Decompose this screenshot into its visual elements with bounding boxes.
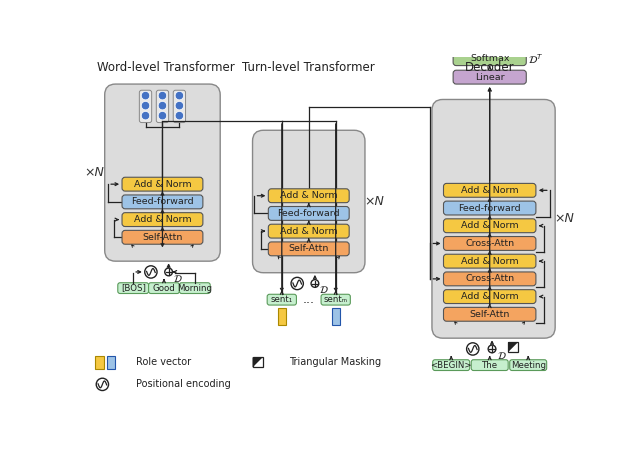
Text: Linear: Linear <box>475 73 504 82</box>
Text: Positional encoding: Positional encoding <box>136 379 230 389</box>
Text: Self-Attn: Self-Attn <box>289 244 329 253</box>
Text: Feed-forward: Feed-forward <box>458 204 521 213</box>
Text: sentₘ: sentₘ <box>324 295 348 304</box>
Text: Decoder: Decoder <box>465 61 515 74</box>
Bar <box>332 308 340 325</box>
Text: Softmax: Softmax <box>470 54 509 63</box>
FancyBboxPatch shape <box>444 272 536 286</box>
Bar <box>107 356 115 369</box>
Text: <BEGIN>: <BEGIN> <box>431 361 472 370</box>
Circle shape <box>175 91 184 100</box>
Circle shape <box>291 278 303 290</box>
Text: Cross-Attn: Cross-Attn <box>465 239 515 248</box>
FancyBboxPatch shape <box>156 90 168 123</box>
FancyBboxPatch shape <box>140 90 152 123</box>
FancyBboxPatch shape <box>253 130 365 273</box>
Text: sent₁: sent₁ <box>271 295 293 304</box>
Text: $\mathcal{D}$: $\mathcal{D}$ <box>173 273 182 284</box>
FancyBboxPatch shape <box>444 307 536 321</box>
Text: Add & Norm: Add & Norm <box>280 191 337 200</box>
Polygon shape <box>253 357 262 367</box>
Bar <box>508 342 518 352</box>
Text: Add & Norm: Add & Norm <box>461 221 518 230</box>
Text: ...: ... <box>303 293 315 306</box>
Circle shape <box>141 111 150 120</box>
Circle shape <box>488 345 496 353</box>
Circle shape <box>141 91 150 100</box>
Text: Morning: Morning <box>177 284 212 293</box>
Text: Add & Norm: Add & Norm <box>134 215 191 224</box>
Text: Add & Norm: Add & Norm <box>461 257 518 266</box>
FancyBboxPatch shape <box>444 201 536 215</box>
Bar <box>95 356 104 369</box>
Text: Turn-level Transformer: Turn-level Transformer <box>243 61 375 74</box>
Text: Role vector: Role vector <box>136 357 191 367</box>
Text: $\mathcal{D}$: $\mathcal{D}$ <box>319 284 329 295</box>
FancyBboxPatch shape <box>267 294 296 305</box>
FancyBboxPatch shape <box>268 242 349 256</box>
Text: ×N: ×N <box>84 166 104 179</box>
Text: Self-Attn: Self-Attn <box>142 233 182 242</box>
Text: The: The <box>482 361 498 370</box>
Polygon shape <box>508 342 518 352</box>
Text: ×N: ×N <box>364 195 384 208</box>
Circle shape <box>145 266 157 278</box>
FancyBboxPatch shape <box>444 254 536 268</box>
FancyBboxPatch shape <box>433 360 470 370</box>
FancyBboxPatch shape <box>444 219 536 233</box>
Circle shape <box>175 101 184 110</box>
Circle shape <box>467 343 479 355</box>
FancyBboxPatch shape <box>471 360 508 370</box>
FancyBboxPatch shape <box>444 290 536 304</box>
FancyBboxPatch shape <box>268 224 349 238</box>
Text: Self-Attn: Self-Attn <box>470 310 510 319</box>
Text: Feed-forward: Feed-forward <box>277 209 340 218</box>
Text: [BOS]: [BOS] <box>121 284 146 293</box>
Circle shape <box>158 101 166 110</box>
Circle shape <box>96 378 109 390</box>
Text: $\mathcal{D}^T$: $\mathcal{D}^T$ <box>528 52 543 66</box>
Text: Feed-forward: Feed-forward <box>131 198 194 207</box>
Circle shape <box>311 280 319 288</box>
FancyBboxPatch shape <box>179 283 210 294</box>
FancyBboxPatch shape <box>118 283 148 294</box>
Text: Word-level Transformer: Word-level Transformer <box>97 61 235 74</box>
Bar <box>253 357 262 367</box>
Text: Meeting: Meeting <box>511 361 546 370</box>
FancyBboxPatch shape <box>122 230 203 244</box>
FancyBboxPatch shape <box>321 294 350 305</box>
Text: Add & Norm: Add & Norm <box>134 179 191 188</box>
FancyBboxPatch shape <box>453 70 526 84</box>
Text: $\mathcal{D}$: $\mathcal{D}$ <box>497 349 507 361</box>
Text: Cross-Attn: Cross-Attn <box>465 274 515 283</box>
Circle shape <box>141 101 150 110</box>
FancyBboxPatch shape <box>105 84 220 261</box>
Circle shape <box>175 111 184 120</box>
FancyBboxPatch shape <box>173 90 186 123</box>
FancyBboxPatch shape <box>268 207 349 220</box>
FancyBboxPatch shape <box>122 213 203 227</box>
FancyBboxPatch shape <box>444 237 536 250</box>
Text: Triangular Masking: Triangular Masking <box>289 357 381 367</box>
FancyBboxPatch shape <box>122 195 203 209</box>
Bar <box>278 308 285 325</box>
FancyBboxPatch shape <box>432 99 555 338</box>
Text: Add & Norm: Add & Norm <box>461 292 518 301</box>
FancyBboxPatch shape <box>268 189 349 203</box>
Text: Add & Norm: Add & Norm <box>280 227 337 236</box>
Circle shape <box>158 111 166 120</box>
Circle shape <box>158 91 166 100</box>
FancyBboxPatch shape <box>148 283 179 294</box>
Circle shape <box>164 268 172 276</box>
FancyBboxPatch shape <box>122 177 203 191</box>
Text: Add & Norm: Add & Norm <box>461 186 518 195</box>
Text: Good: Good <box>152 284 175 293</box>
FancyBboxPatch shape <box>453 52 526 66</box>
FancyBboxPatch shape <box>509 360 547 370</box>
FancyBboxPatch shape <box>444 183 536 197</box>
Text: ×N: ×N <box>554 212 574 225</box>
